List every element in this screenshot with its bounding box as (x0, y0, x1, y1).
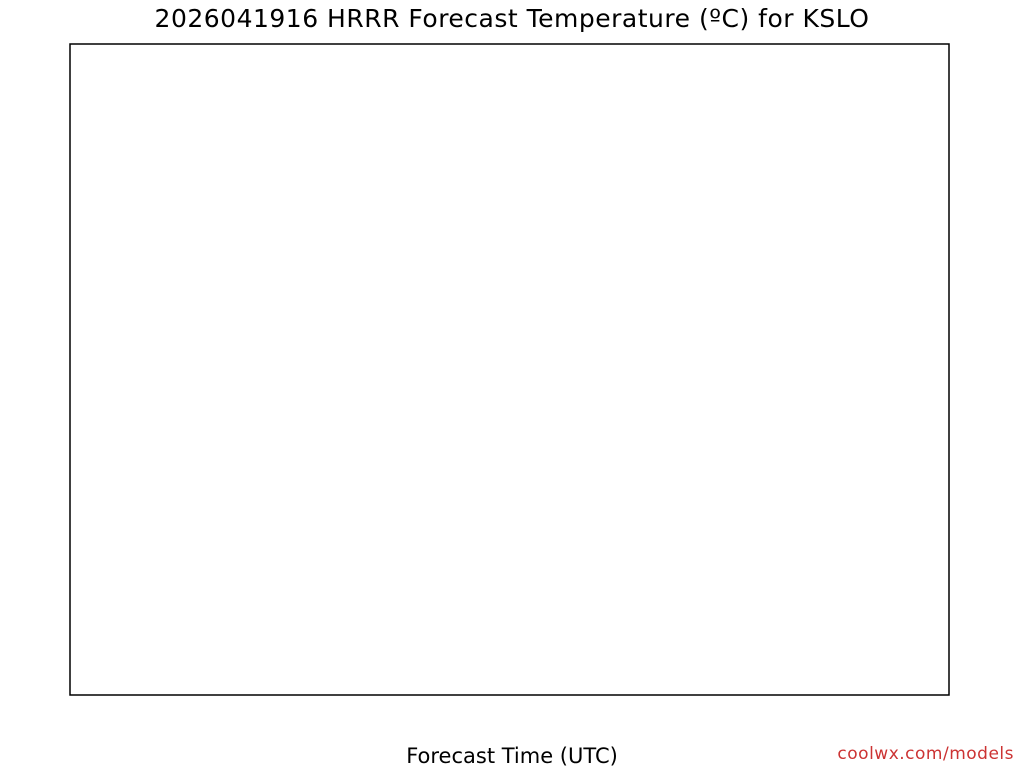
site-credit: coolwx.com/models (837, 744, 1014, 764)
chart-title: 2026041916 HRRR Forecast Temperature (ºC… (154, 4, 870, 33)
plot-frame (69, 43, 950, 696)
x-axis-label: Forecast Time (UTC) (406, 744, 618, 768)
